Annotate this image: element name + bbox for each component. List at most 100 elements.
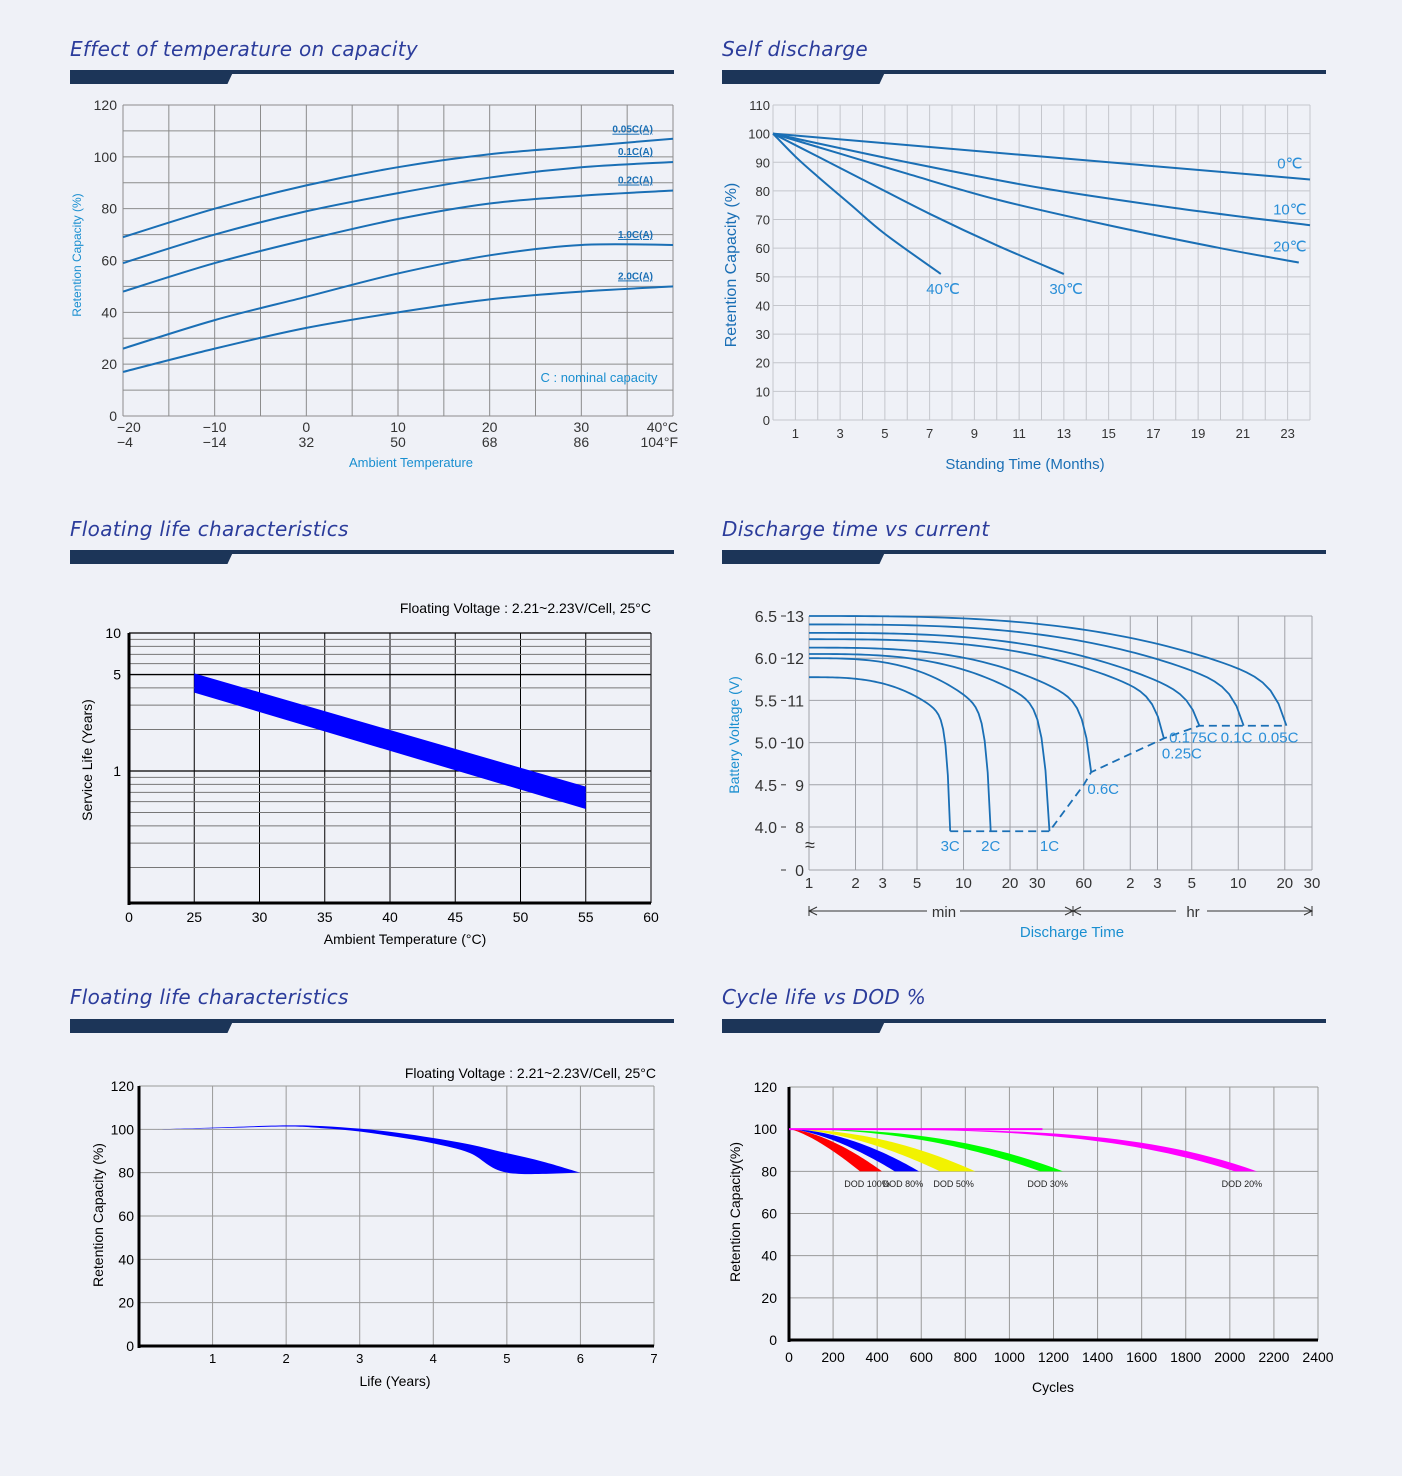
series-label: 2.0C(A) [618, 271, 653, 282]
unit-label-hr: hr [1186, 904, 1199, 921]
x-tick-label: 19 [1191, 426, 1205, 441]
x-tick-label: 400 [865, 1349, 889, 1365]
y-tick-label: 0 [126, 1338, 134, 1354]
x-tick-label: 25 [186, 909, 202, 925]
series-label: 40℃ [926, 281, 960, 298]
discharge-curve [809, 631, 1201, 727]
discharge-curve [809, 646, 1093, 773]
series-label: 0.05C(A) [612, 125, 653, 136]
y-tick-label-6v: 6.0 [755, 651, 777, 668]
series-label: 20℃ [1273, 239, 1307, 256]
series-label: 0.1C [1221, 730, 1253, 747]
retention-band [157, 1125, 581, 1175]
series-line [122, 285, 674, 373]
chart-note: C : nominal capacity [540, 370, 658, 385]
y-tick-label: 60 [118, 1208, 134, 1224]
y-tick-label-12v: 10 [786, 736, 804, 753]
y-tick-label: 40 [756, 298, 770, 313]
x-tick-label-fahrenheit: 104°F [640, 434, 678, 450]
x-tick-label: 10 [955, 875, 972, 892]
y-tick-label: 0 [769, 1332, 777, 1348]
x-tick-label-fahrenheit: 68 [482, 434, 498, 450]
x-tick-label-fahrenheit: 50 [390, 434, 406, 450]
y-tick-label: 10 [756, 384, 770, 399]
series-label: 1.0C(A) [618, 230, 653, 241]
title-underline [722, 550, 1326, 564]
x-tick-label: 55 [578, 909, 594, 925]
x-axis-label: Life (Years) [359, 1373, 430, 1389]
section-title-self-discharge: Self discharge [722, 37, 868, 61]
series-label: 1C [1040, 838, 1059, 855]
x-tick-label: 2 [851, 875, 859, 892]
x-tick-label-celsius: 30 [574, 419, 590, 435]
x-tick-label: 600 [910, 1349, 934, 1365]
y-tick-label: 20 [101, 356, 117, 372]
y-tick-label: 60 [101, 253, 117, 269]
series-label: 0.05C [1258, 730, 1298, 747]
x-tick-label: 800 [954, 1349, 978, 1365]
dod-band [789, 1129, 1257, 1172]
x-tick-label-fahrenheit: −14 [203, 434, 227, 450]
series-label: 2C [981, 838, 1000, 855]
series-label: 10℃ [1273, 201, 1307, 218]
y-tick-label: 120 [754, 1079, 778, 1095]
series-label: 30℃ [1049, 281, 1083, 298]
x-tick-label: 1200 [1038, 1349, 1069, 1365]
x-tick-label: 200 [821, 1349, 845, 1365]
title-underline [722, 1019, 1326, 1033]
series-line [122, 161, 674, 265]
x-tick-label: 2200 [1258, 1349, 1289, 1365]
x-tick-label: 1 [792, 426, 799, 441]
x-tick-label: 3 [356, 1351, 363, 1366]
y-tick-label: 10 [105, 625, 121, 641]
x-tick-label: 30 [252, 909, 268, 925]
dod-label: DOD 80% [883, 1179, 924, 1189]
series-label: 0.6C [1087, 781, 1119, 798]
y-tick-label: 20 [761, 1290, 777, 1306]
x-tick-label: 1800 [1170, 1349, 1201, 1365]
dod-label: DOD 20% [1222, 1179, 1263, 1189]
x-tick-label: 1000 [994, 1349, 1025, 1365]
series-line [772, 132, 1311, 227]
x-tick-label: 17 [1146, 426, 1160, 441]
series-line [122, 243, 674, 350]
y-tick-label: 100 [754, 1121, 778, 1137]
discharge-curve [809, 615, 1288, 727]
x-tick-label: 13 [1057, 426, 1071, 441]
discharge-curve [809, 653, 1051, 832]
x-tick-label: 3 [879, 875, 887, 892]
x-axis-label: Ambient Temperature (°C) [324, 931, 487, 947]
x-tick-label: 15 [1101, 426, 1115, 441]
x-tick-label: 60 [643, 909, 659, 925]
title-underline [70, 1019, 674, 1033]
y-tick-label-12v: 9 [795, 778, 804, 795]
y-tick-label: 40 [118, 1251, 134, 1267]
x-axis-label: Cycles [1032, 1379, 1074, 1395]
section-title-discharge-time: Discharge time vs current [722, 517, 990, 541]
y-axis-label: Retention Capacity (%) [90, 1143, 106, 1287]
series-line [772, 132, 942, 275]
y-axis-label: Retention Capacity (%) [70, 193, 84, 316]
x-tick-label: 7 [650, 1351, 657, 1366]
title-underline [70, 70, 674, 84]
y-tick-label: 90 [756, 155, 770, 170]
y-tick-label: 40 [101, 304, 117, 320]
chart-subtitle: Floating Voltage : 2.21~2.23V/Cell, 25°C [405, 1065, 656, 1081]
x-axis-label: Discharge Time [1020, 924, 1124, 941]
x-tick-label: 11 [1012, 426, 1026, 441]
y-tick-label: 5 [113, 667, 121, 683]
series-line [122, 137, 674, 239]
x-tick-label: 5 [1188, 875, 1196, 892]
discharge-curve [809, 623, 1245, 727]
series-line [772, 132, 1065, 275]
x-tick-label-celsius: 10 [390, 419, 406, 435]
y-tick-label: 80 [761, 1163, 777, 1179]
x-tick-label-fahrenheit: 86 [574, 434, 590, 450]
discharge-curve [809, 638, 1165, 739]
y-tick-label: 110 [749, 98, 770, 113]
x-axis-label: Standing Time (Months) [945, 456, 1104, 473]
series-label: 0.2C(A) [618, 176, 653, 187]
x-tick-label: 5 [503, 1351, 510, 1366]
title-underline [722, 70, 1326, 84]
chart-subtitle: Floating Voltage : 2.21~2.23V/Cell, 25°C [400, 600, 651, 616]
